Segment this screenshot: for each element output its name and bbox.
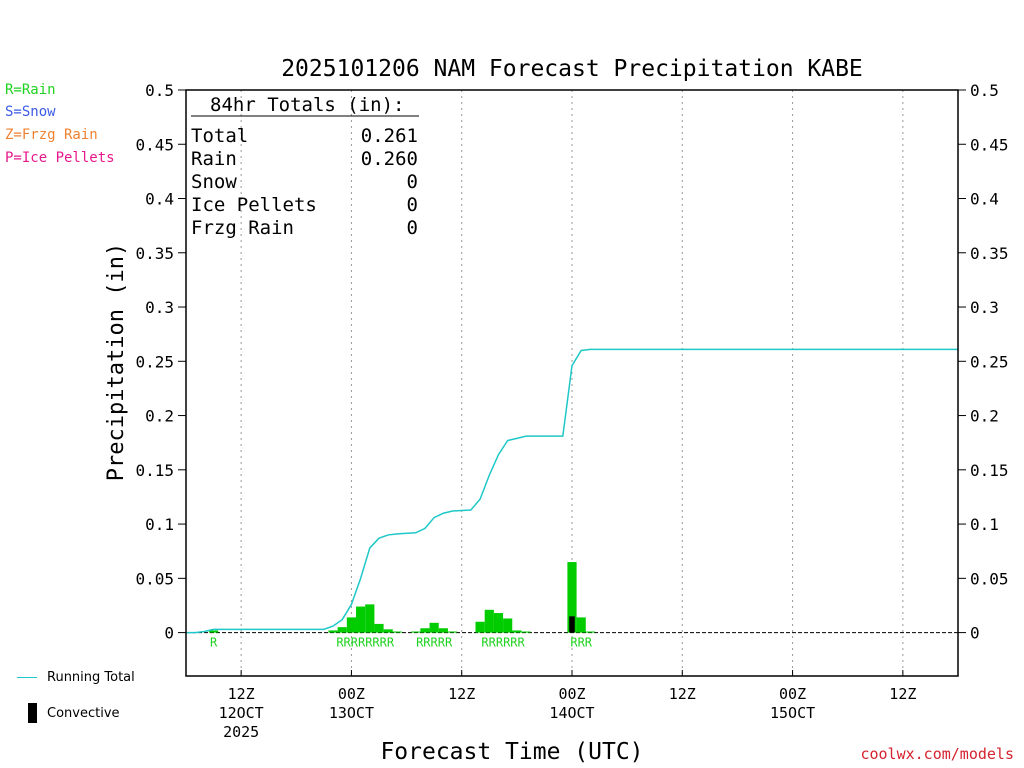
x-tick-label: 12Z xyxy=(889,685,916,703)
precip-bar xyxy=(337,627,347,633)
totals-label: Frzg Rain xyxy=(191,217,294,239)
precip-bar xyxy=(512,630,522,633)
x-tick-label: 12Z xyxy=(228,685,255,703)
legend-snow: S=Snow xyxy=(5,104,56,120)
legend-convective: Convective xyxy=(47,706,120,721)
x-tick-label: 14OCT xyxy=(549,704,594,722)
y-tick-label-left: 0.2 xyxy=(145,407,174,426)
legend-ice-pellets: P=Ice Pellets xyxy=(5,150,115,166)
precip-type-label: RRRRR xyxy=(416,636,453,650)
precip-bar xyxy=(576,617,586,633)
precip-type-labels: R RRRRRRRR RRRRR RRRRRR RRR xyxy=(210,636,593,650)
x-tick-label: 15OCT xyxy=(770,704,815,722)
x-tick-label: 00Z xyxy=(779,685,806,703)
precip-bar xyxy=(429,622,439,633)
precip-bar xyxy=(567,562,577,633)
legend-running-total: Running Total xyxy=(47,670,135,685)
precip-type-label: R xyxy=(210,636,218,650)
y-tick-label-right: 0.25 xyxy=(970,352,1009,371)
totals-value: 0 xyxy=(407,217,418,239)
totals-value: 0.261 xyxy=(361,125,418,147)
y-tick-label-right: 0.05 xyxy=(970,569,1009,588)
totals-label: Ice Pellets xyxy=(191,194,317,216)
y-tick-label-right: 0.3 xyxy=(970,298,999,317)
precip-bar xyxy=(383,629,393,633)
x-tick-label: 12OCT xyxy=(219,704,264,722)
precip-type-label: RRR xyxy=(570,636,592,650)
bars-layer xyxy=(208,562,595,633)
legend-rain: R=Rain xyxy=(5,82,56,98)
x-tick-label: 00Z xyxy=(338,685,365,703)
grid-lines xyxy=(186,90,958,676)
precip-bar xyxy=(585,631,595,633)
y-tick-label-right: 0.35 xyxy=(970,244,1009,263)
totals-label: Total xyxy=(191,125,248,147)
y-tick-label-left: 0.05 xyxy=(135,569,174,588)
y-tick-label-left: 0.5 xyxy=(145,81,174,100)
precip-type-label: RRRRRRRR xyxy=(336,636,395,650)
y-tick-label-left: 0.25 xyxy=(135,352,174,371)
y-tick-label-right: 0.15 xyxy=(970,461,1009,480)
precip-bar xyxy=(346,617,357,633)
x-axis-label: Forecast Time (UTC) xyxy=(380,739,643,765)
precip-bar xyxy=(420,628,430,633)
precip-bar xyxy=(447,631,458,633)
totals-header: 84hr Totals (in): xyxy=(210,94,404,116)
precip-bar xyxy=(365,604,375,633)
y-tick-label-right: 0.1 xyxy=(970,515,999,534)
precip-bar xyxy=(438,628,448,633)
y-axis-label: Precipitation (in) xyxy=(104,243,129,481)
totals-value: 0.260 xyxy=(361,148,418,170)
y-tick-label-left: 0.45 xyxy=(135,135,174,154)
y-tick-label-left: 0.1 xyxy=(145,515,174,534)
precip-bar xyxy=(493,613,504,633)
precip-type-label: RRRRRR xyxy=(481,636,525,650)
totals-value: 0 xyxy=(407,171,418,193)
convective-swatch xyxy=(28,703,37,723)
y-tick-label-left: 0.4 xyxy=(145,190,174,209)
y-tick-label-left: 0.3 xyxy=(145,298,174,317)
x-tick-label: 00Z xyxy=(558,685,585,703)
totals-value: 0 xyxy=(407,194,418,216)
precip-bar xyxy=(374,623,384,633)
precip-bar xyxy=(411,631,421,633)
y-tick-label-left: 0.15 xyxy=(135,461,174,480)
y-tick-label-right: 0.4 xyxy=(970,190,999,209)
totals-box: 84hr Totals (in): Total 0.261 Rain 0.260 Sno… xyxy=(191,94,419,239)
plot-frame xyxy=(185,89,959,677)
precip-bar xyxy=(328,630,338,633)
totals-label: Snow xyxy=(191,171,237,193)
lines-layer xyxy=(186,348,958,634)
y-tick-label-right: 0.5 xyxy=(970,81,999,100)
y-tick-label-left: 0 xyxy=(164,624,174,643)
convective-bar xyxy=(569,616,575,633)
running-total-swatch xyxy=(17,677,37,678)
y-tick-label-left: 0.35 xyxy=(135,244,174,263)
y-tick-label-right: 0.2 xyxy=(970,407,999,426)
precip-bar xyxy=(475,621,485,633)
chart-title: 2025101206 NAM Forecast Precipitation KA… xyxy=(281,56,863,82)
x-tick-label: 12Z xyxy=(669,685,696,703)
precip-bar xyxy=(208,630,219,633)
precip-bar xyxy=(503,618,513,633)
y-tick-label-right: 0.45 xyxy=(970,135,1009,154)
credit-text: coolwx.com/models xyxy=(860,745,1014,763)
totals-label: Rain xyxy=(191,148,237,170)
precip-bar xyxy=(392,631,402,633)
precip-bar xyxy=(521,631,531,633)
x-tick-label: 2025 xyxy=(223,723,259,741)
legend-frzg-rain: Z=Frzg Rain xyxy=(5,127,98,143)
x-tick-label: 13OCT xyxy=(329,704,374,722)
x-tick-label: 12Z xyxy=(448,685,475,703)
precip-bar xyxy=(484,609,494,633)
running-total-line xyxy=(186,348,958,634)
precip-bar xyxy=(356,606,366,633)
y-tick-label-right: 0 xyxy=(970,624,980,643)
